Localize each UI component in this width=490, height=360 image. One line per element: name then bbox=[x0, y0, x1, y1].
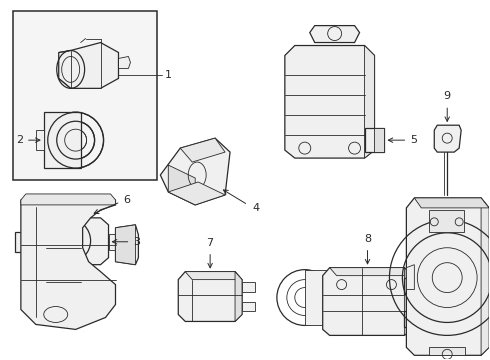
Polygon shape bbox=[406, 265, 415, 289]
Polygon shape bbox=[242, 282, 255, 292]
Polygon shape bbox=[242, 302, 255, 311]
Polygon shape bbox=[305, 270, 335, 325]
Text: 6: 6 bbox=[123, 195, 130, 205]
Polygon shape bbox=[365, 45, 374, 158]
Polygon shape bbox=[36, 130, 44, 150]
Polygon shape bbox=[44, 112, 81, 168]
Bar bbox=[13, 11, 157, 180]
Polygon shape bbox=[180, 138, 225, 162]
Polygon shape bbox=[365, 128, 385, 152]
Polygon shape bbox=[404, 268, 412, 336]
Text: 7: 7 bbox=[207, 238, 214, 248]
Polygon shape bbox=[21, 200, 116, 329]
Text: 3: 3 bbox=[133, 237, 141, 247]
Polygon shape bbox=[116, 225, 135, 265]
Polygon shape bbox=[434, 125, 461, 152]
Polygon shape bbox=[406, 198, 489, 355]
Polygon shape bbox=[415, 198, 489, 208]
Text: 9: 9 bbox=[443, 91, 451, 101]
Polygon shape bbox=[323, 268, 412, 336]
Polygon shape bbox=[119, 57, 130, 68]
Polygon shape bbox=[168, 182, 225, 205]
Polygon shape bbox=[23, 218, 108, 265]
Polygon shape bbox=[46, 210, 66, 218]
Polygon shape bbox=[160, 138, 230, 205]
Polygon shape bbox=[168, 165, 195, 205]
Text: 5: 5 bbox=[410, 135, 417, 145]
Text: 1: 1 bbox=[165, 71, 172, 80]
Text: 4: 4 bbox=[252, 203, 259, 213]
Polygon shape bbox=[285, 45, 374, 158]
Polygon shape bbox=[15, 232, 23, 252]
Polygon shape bbox=[481, 198, 489, 355]
Polygon shape bbox=[108, 234, 119, 250]
Polygon shape bbox=[330, 268, 412, 276]
Text: 8: 8 bbox=[364, 234, 371, 244]
Polygon shape bbox=[116, 225, 138, 265]
Polygon shape bbox=[59, 42, 119, 88]
Polygon shape bbox=[235, 272, 242, 321]
Polygon shape bbox=[404, 311, 419, 328]
Polygon shape bbox=[429, 347, 465, 355]
Polygon shape bbox=[185, 272, 242, 280]
Polygon shape bbox=[178, 272, 242, 321]
Polygon shape bbox=[404, 278, 419, 293]
Polygon shape bbox=[310, 26, 360, 42]
Text: 2: 2 bbox=[16, 135, 23, 145]
Polygon shape bbox=[21, 194, 116, 205]
Polygon shape bbox=[374, 128, 385, 152]
Bar bbox=[429, 210, 464, 232]
